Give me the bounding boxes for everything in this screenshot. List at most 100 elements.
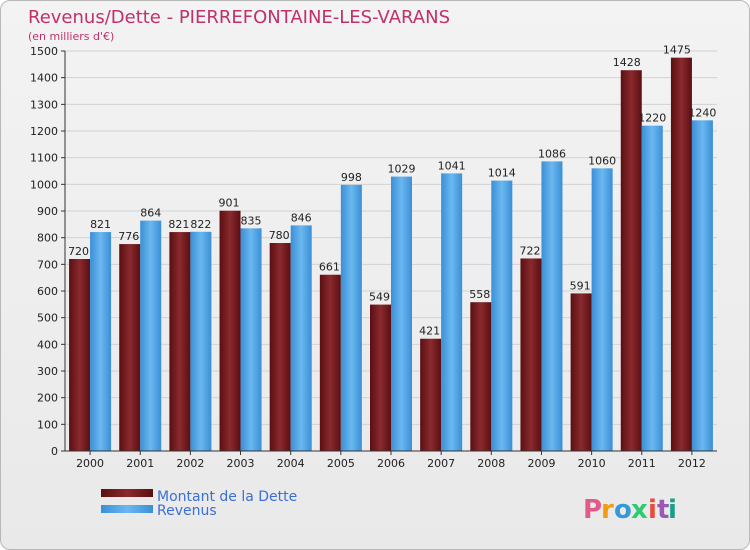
value-label-debt: 661 — [319, 261, 340, 274]
bar-revenus — [190, 231, 212, 451]
value-label-debt: 558 — [469, 288, 490, 301]
bar-revenus — [240, 228, 262, 451]
y-tick-label: 400 — [37, 338, 58, 351]
x-tick-label: 2005 — [327, 457, 355, 470]
x-tick-label: 2008 — [477, 457, 505, 470]
value-label-debt: 1428 — [613, 56, 641, 69]
x-tick-label: 2010 — [578, 457, 606, 470]
value-label-debt: 722 — [519, 244, 540, 257]
value-label-debt: 780 — [269, 229, 290, 242]
logo-letter: t — [657, 495, 669, 525]
bar-debt — [319, 274, 341, 451]
y-tick-label: 1100 — [30, 152, 58, 165]
y-tick-label: 1200 — [30, 125, 58, 138]
y-tick-label: 800 — [37, 232, 58, 245]
bar-debt — [670, 57, 692, 452]
x-tick-label: 2002 — [176, 457, 204, 470]
logo-letter: x — [631, 495, 648, 525]
y-tick-label: 600 — [37, 285, 58, 298]
bar-revenus — [340, 184, 362, 451]
bar-debt — [69, 259, 91, 451]
logo-letter: o — [614, 495, 632, 525]
value-label-debt: 421 — [419, 325, 440, 338]
value-label-debt: 720 — [68, 245, 89, 258]
value-label-debt: 901 — [219, 197, 240, 210]
y-tick-label: 700 — [37, 258, 58, 271]
bar-revenus — [140, 220, 162, 451]
bar-debt — [169, 232, 191, 451]
x-tick-label: 2000 — [76, 457, 104, 470]
x-tick-label: 2001 — [126, 457, 154, 470]
value-label-debt: 591 — [570, 279, 591, 292]
value-label-debt: 549 — [369, 291, 390, 304]
bar-debt — [520, 258, 542, 451]
y-tick-label: 1300 — [30, 98, 58, 111]
value-label-revenus: 1041 — [438, 159, 466, 172]
x-tick-label: 2007 — [427, 457, 455, 470]
y-tick-label: 1500 — [30, 45, 58, 58]
x-axis-ticks: 2000 2001 2002 2003 2004 2005 2006 2007 2008 2009… — [76, 451, 706, 470]
y-tick-label: 1000 — [30, 178, 58, 191]
bar-debt — [620, 70, 642, 451]
x-tick-label: 2006 — [377, 457, 405, 470]
legend-swatch-revenus — [101, 505, 153, 513]
x-tick-label: 2009 — [527, 457, 555, 470]
value-label-revenus: 1240 — [688, 106, 716, 119]
x-tick-label: 2012 — [678, 457, 706, 470]
bar-debt — [470, 302, 492, 451]
bar-debt — [219, 210, 241, 451]
y-tick-label: 900 — [37, 205, 58, 218]
bar-revenus — [591, 168, 613, 452]
bar-revenus — [90, 232, 112, 451]
y-tick-label: 1400 — [30, 72, 58, 85]
bar-revenus — [391, 176, 412, 451]
bar-debt — [420, 338, 442, 451]
value-label-revenus: 998 — [341, 171, 362, 184]
legend-swatch-debt — [101, 489, 153, 497]
bar-revenus — [541, 161, 563, 451]
y-tick-label: 200 — [37, 392, 58, 405]
y-tick-label: 0 — [51, 445, 58, 458]
value-label-revenus: 1029 — [388, 163, 416, 176]
x-tick-label: 2011 — [628, 457, 656, 470]
y-tick-label: 300 — [37, 365, 58, 378]
bar-revenus — [641, 125, 663, 452]
value-label-revenus: 1060 — [588, 154, 616, 167]
bar-debt — [370, 304, 391, 451]
chart-subtitle: (en milliers d'€) — [28, 30, 114, 43]
value-label-revenus: 1014 — [488, 167, 516, 180]
proxiti-logo: Pr o x i ti — [583, 495, 677, 525]
bar-debt — [119, 244, 141, 451]
logo-letter: P — [583, 495, 602, 525]
value-label-revenus: 1220 — [638, 112, 666, 125]
legend-label-revenus: Revenus — [157, 503, 217, 519]
bar-revenus — [441, 173, 463, 451]
bar-revenus — [290, 225, 312, 451]
value-label-debt: 1475 — [663, 44, 691, 57]
logo-letter: r — [601, 495, 614, 525]
value-label-revenus: 864 — [140, 207, 161, 220]
bar-debt — [269, 243, 291, 451]
bar-revenus — [491, 180, 513, 451]
value-label-revenus: 1086 — [538, 147, 566, 160]
value-label-revenus: 835 — [241, 214, 262, 227]
logo-letter: i — [668, 495, 677, 525]
bars — [69, 57, 713, 452]
bar-revenus — [691, 120, 713, 451]
legend: Montant de la Dette Revenus — [101, 489, 297, 519]
y-tick-label: 100 — [37, 418, 58, 431]
value-label-revenus: 846 — [291, 211, 312, 224]
value-label-debt: 821 — [168, 218, 189, 231]
x-tick-label: 2004 — [277, 457, 305, 470]
y-tick-label: 500 — [37, 312, 58, 325]
value-label-debt: 776 — [118, 230, 139, 243]
logo-letter: i — [648, 495, 657, 525]
value-label-revenus: 821 — [90, 218, 111, 231]
y-axis-ticks: 0 100 200 300 400 500 600 700 800 900 1000 1100 1200… — [30, 45, 65, 458]
x-tick-label: 2003 — [227, 457, 255, 470]
bar-debt — [570, 293, 592, 451]
value-label-revenus: 822 — [190, 218, 211, 231]
